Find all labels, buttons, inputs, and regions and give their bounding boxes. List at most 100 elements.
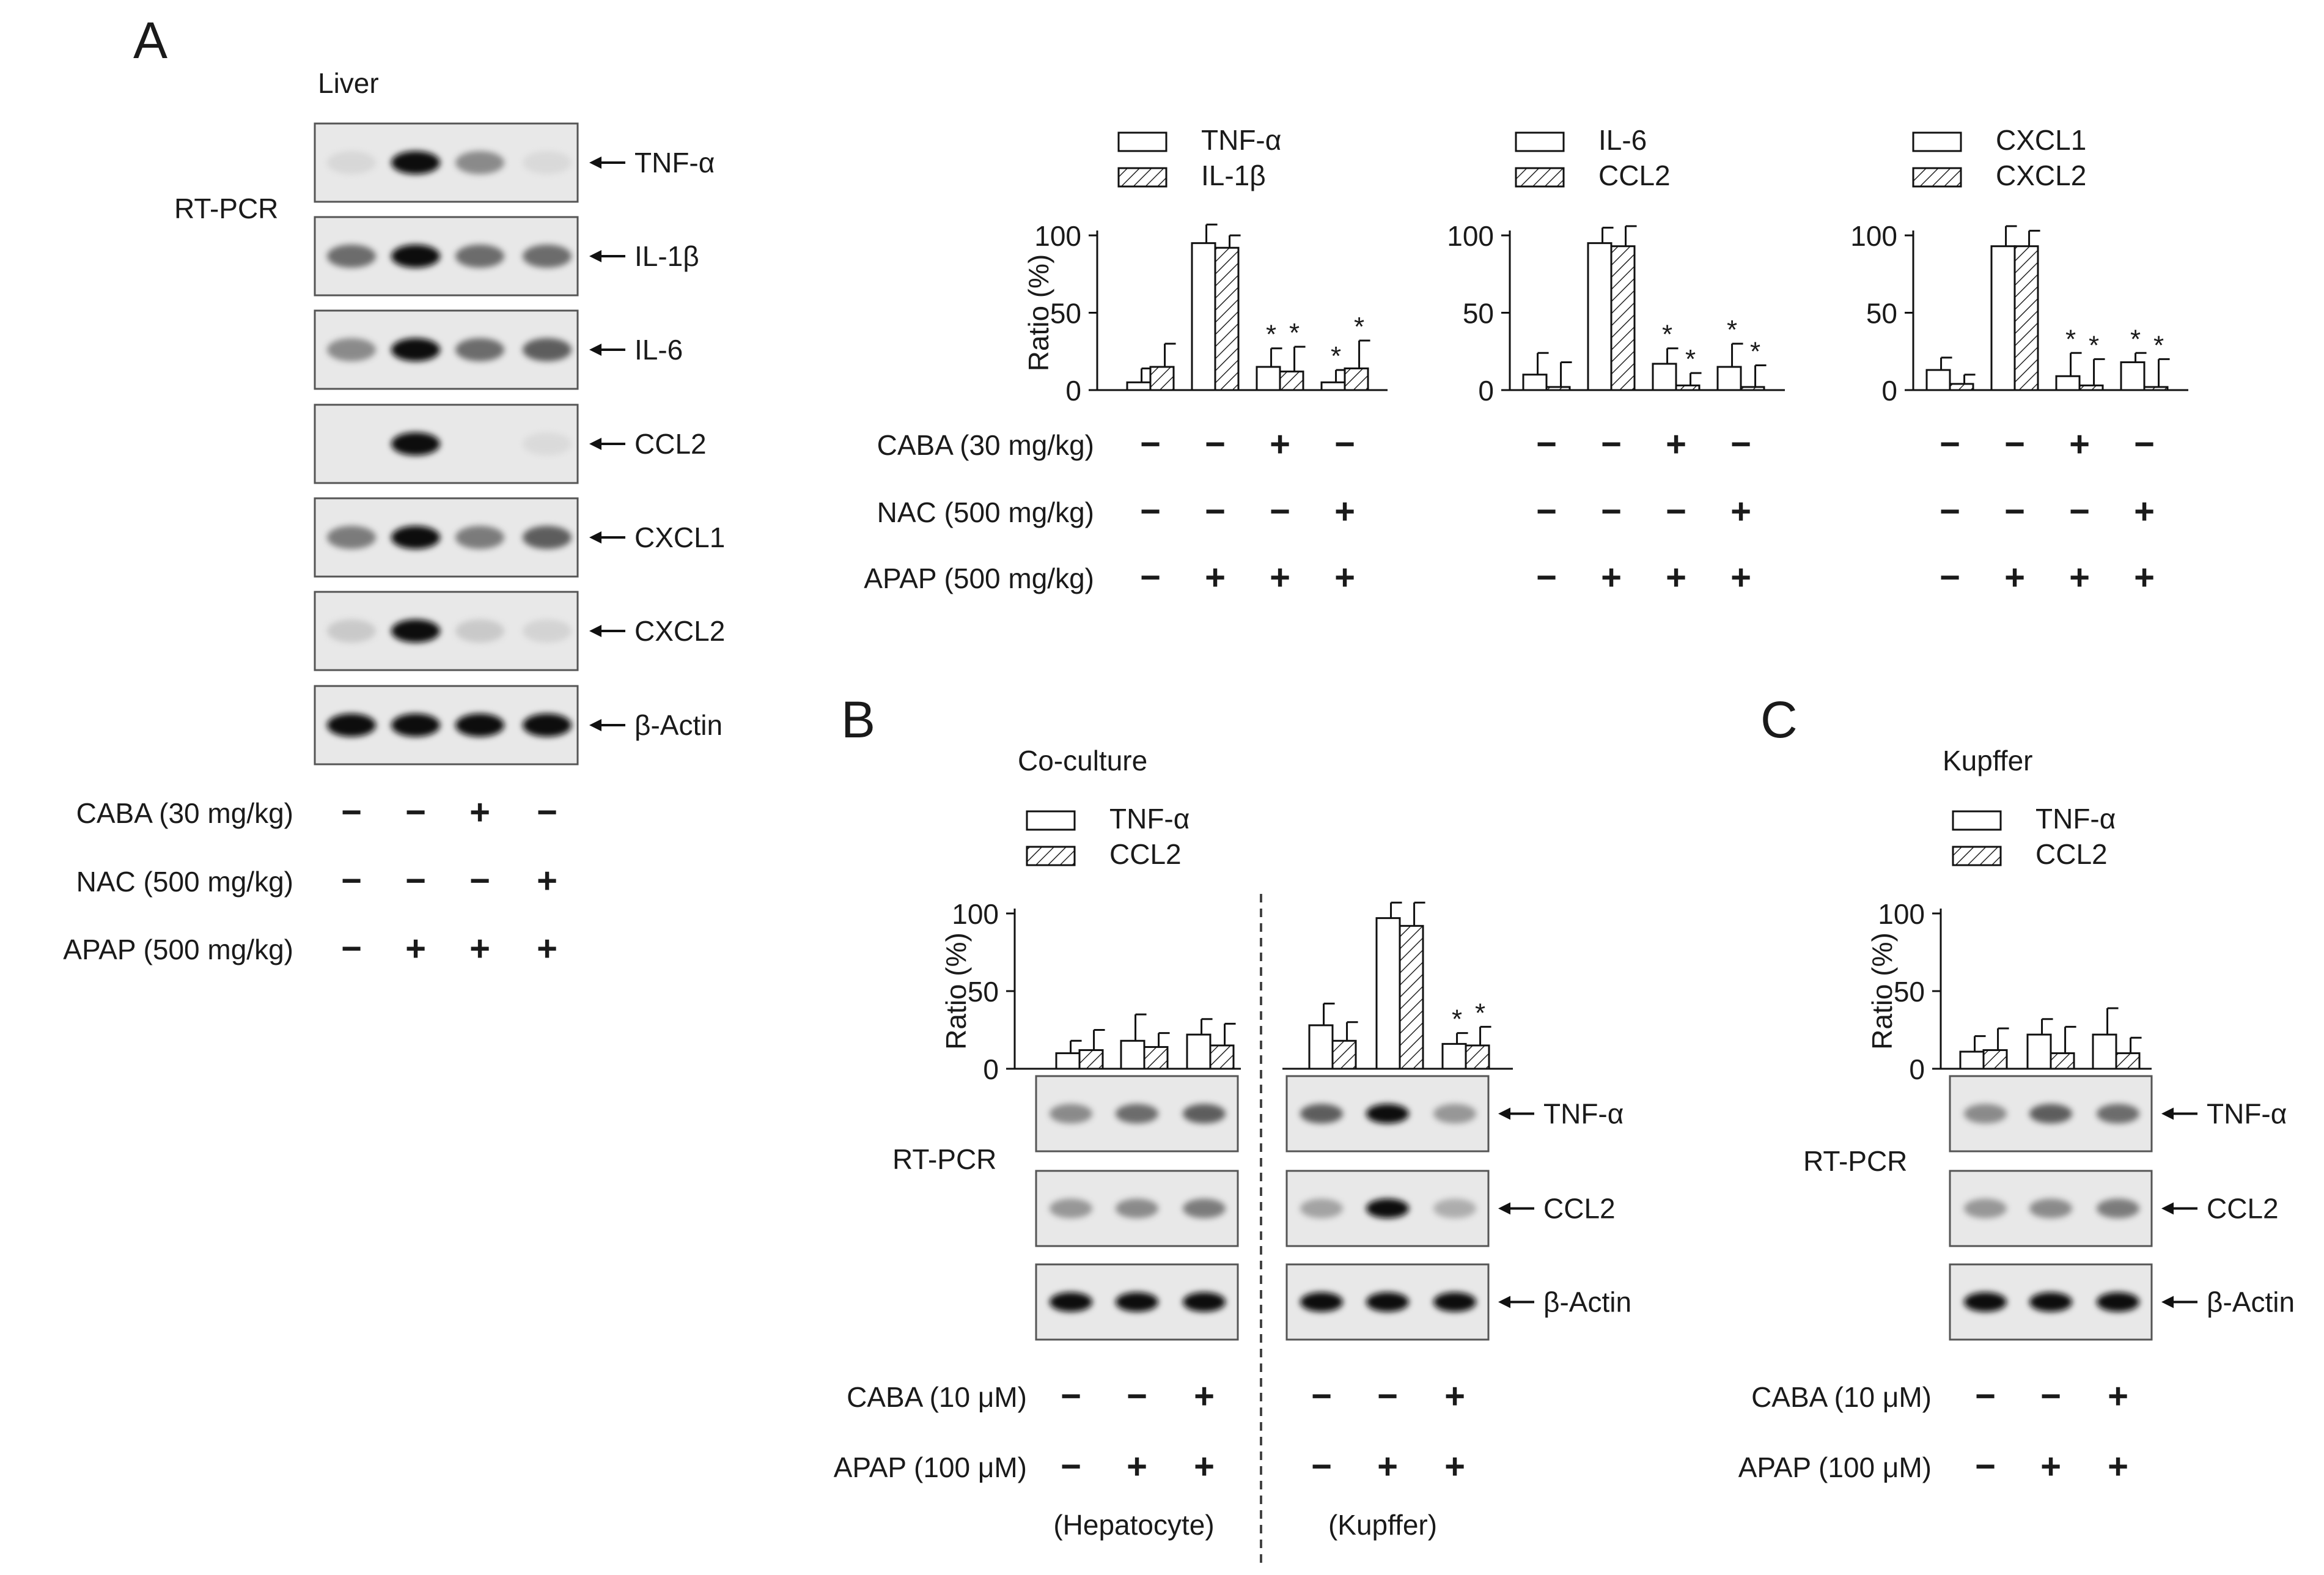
treat-a-label-2: APAP (500 mg/kg) (63, 934, 293, 965)
bar-A3-CXCL2-3 (2078, 384, 2104, 391)
gel-a-row-2-label: IL-6 (634, 334, 683, 366)
treat-a-label-0: CABA (30 mg/kg) (76, 797, 293, 829)
gel-b-hep-row-2 (1035, 1263, 1239, 1341)
bar-C-CCL2-3 (2115, 1052, 2141, 1070)
chart-C-ylabel: Ratio (%) (1866, 932, 1898, 1050)
gel-c-row-2 (1949, 1263, 2153, 1341)
bar-A2-CCL2-4 (1740, 386, 1765, 391)
gel-b-row-0-arrowhead (1498, 1107, 1510, 1120)
gel-b-kup-row-2-band (1366, 1292, 1409, 1312)
gel-a-row-1-band (523, 245, 572, 268)
bar-A1-TNF-α-3 (1256, 366, 1281, 391)
legend-swatch-A1-0 (1117, 131, 1168, 152)
gel-b-kup-row-1 (1285, 1170, 1490, 1247)
bar-A3-CXCL1-4 (2120, 361, 2146, 391)
gel-a-row-4-label: CXCL1 (634, 522, 725, 553)
treat-a1-label-0: CABA (30 mg/kg) (877, 429, 1094, 461)
bar-B-TNF-α-4 (1308, 1024, 1334, 1070)
gel-b-hep-row-1-band (1050, 1198, 1092, 1219)
gel-a-row-6-arrowhead (589, 719, 601, 731)
gel-a-row-0-arrowhead (589, 157, 601, 169)
bar-B-TNF-α-1 (1055, 1052, 1081, 1070)
treat-c-sign: − (1975, 1376, 1996, 1416)
bar-A3-CXCL2-2 (2013, 245, 2039, 391)
gel-a-row-2-band (455, 338, 504, 361)
treat-c-sign: − (2040, 1376, 2061, 1416)
gel-b-hep-row-0-band (1116, 1104, 1158, 1124)
legend-label-B-1: CCL2 (1109, 838, 1182, 870)
treat-a-sign: − (537, 792, 557, 832)
treat-b-sign: + (1444, 1376, 1465, 1416)
treat-a-sign: − (341, 861, 362, 901)
treat-b-sign: − (1377, 1376, 1398, 1416)
gel-a-row-6-band (327, 714, 376, 737)
significance-star-A2: * (1685, 344, 1696, 374)
gel-a-row-6 (314, 685, 579, 765)
gel-a-row-5-arrowhead (589, 625, 601, 637)
bar-A1-IL-1β-4 (1344, 367, 1369, 391)
treat-a1-sign: − (1140, 492, 1161, 531)
gel-a-row-2-arrowhead (589, 344, 601, 356)
bar-A3-CXCL1-3 (2055, 375, 2081, 391)
treat-a3-signs-sign: − (2004, 424, 2025, 464)
legend-label-A1-0: TNF-α (1201, 124, 1281, 156)
treat-a1-sign: + (1270, 424, 1290, 464)
treat-a2-signs-sign: + (1730, 492, 1751, 531)
gel-c-row-2-band (2029, 1292, 2072, 1312)
gel-a-row-5-band (523, 619, 572, 643)
gel-c-row-0-arrowhead (2161, 1107, 2174, 1120)
gel-a-row-5-band (327, 619, 376, 643)
gel-b-hep-row-1-band (1116, 1198, 1158, 1219)
bar-B-CCL2-3 (1209, 1044, 1235, 1070)
treat-a1-label-1: NAC (500 mg/kg) (877, 496, 1094, 528)
treat-b-sign: − (1061, 1376, 1081, 1416)
gel-c-row-1-arrowhead (2161, 1202, 2174, 1215)
treat-c-sign: + (2108, 1447, 2128, 1486)
gel-b-row-0-label: TNF-α (1543, 1098, 1623, 1130)
significance-star-A1: * (1289, 318, 1300, 348)
gel-a-row-2-band (523, 338, 572, 361)
bar-A2-IL-6-1 (1522, 374, 1548, 391)
significance-star-A3: * (2065, 324, 2076, 354)
chart-C-ytick-label: 0 (1909, 1053, 1925, 1085)
gel-a-row-3-label: CCL2 (634, 428, 707, 460)
gel-b-kup-row-0-band (1366, 1104, 1409, 1124)
treat-a3-signs-sign: − (1940, 558, 1960, 597)
bar-B-TNF-α-3 (1186, 1033, 1212, 1070)
bar-A2-CCL2-1 (1545, 386, 1571, 391)
legend-swatch-B-1 (1026, 846, 1076, 866)
treat-c-sign: + (2108, 1376, 2128, 1416)
treat-a2-signs-sign: − (1601, 492, 1622, 531)
treat-a-sign: + (405, 929, 426, 968)
bar-B-TNF-α-6 (1441, 1042, 1467, 1070)
significance-star-B: * (1452, 1005, 1462, 1035)
bar-C-TNF-α-1 (1959, 1050, 1985, 1070)
bar-B-CCL2-6 (1465, 1044, 1490, 1070)
treat-a2-signs-sign: − (1666, 492, 1686, 531)
treat-a2-signs-sign: + (1666, 558, 1686, 597)
gel-c-row-1-band (1964, 1198, 2007, 1219)
treat-a3-signs-sign: − (1940, 492, 1960, 531)
chart-A2-ytick-label: 50 (1463, 298, 1494, 330)
treat-b-label-1: APAP (100 μM) (834, 1451, 1027, 1483)
significance-star-A1: * (1331, 341, 1341, 371)
chart-A1-ytick-label: 0 (1065, 375, 1081, 407)
bar-B-CCL2-2 (1143, 1046, 1169, 1070)
gel-b-hep-row-0-band (1183, 1104, 1226, 1124)
gel-a-row-1-arrowhead (589, 250, 601, 262)
gel-c-row-0-band (2097, 1104, 2139, 1124)
treat-a2-signs-sign: + (1730, 558, 1751, 597)
gel-b-row-2-arrowhead (1498, 1296, 1510, 1308)
panel-b-group-label-kupffer: (Kupffer) (1328, 1509, 1437, 1541)
chart-A2-ytick-label: 100 (1447, 220, 1494, 252)
gel-a-row-5 (314, 591, 579, 671)
gel-a-row-2 (314, 309, 579, 390)
significance-star-A2: * (1727, 315, 1737, 345)
gel-c-row-0-band (2029, 1104, 2072, 1124)
gel-b-hep-row-2-band (1183, 1292, 1226, 1312)
gel-a-row-3-arrowhead (589, 438, 601, 450)
treat-a2-signs-sign: − (1536, 558, 1557, 597)
